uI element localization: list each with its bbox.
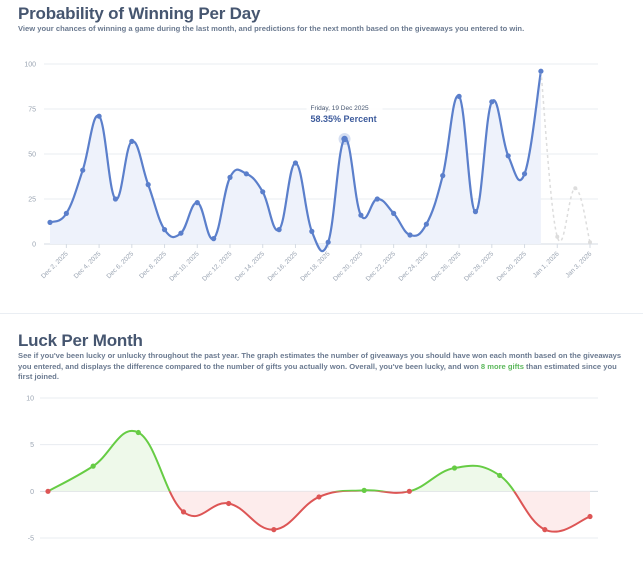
data-point [211,236,217,242]
data-point [489,99,495,105]
prediction-line [540,71,591,243]
luck-data-point [90,463,96,469]
data-point [63,210,69,216]
luck-data-point [497,472,503,479]
chart-title-luck: Luck Per Month [18,331,143,350]
data-point [292,160,299,166]
luck-y-tick-label: 0 [30,489,34,496]
data-point [472,209,479,215]
data-point [538,68,544,74]
data-point [276,227,282,233]
luck-y-tick-label: -5 [28,536,34,543]
luck-data-point [451,465,458,471]
luck-data-point [406,488,412,494]
y-tick-label: 75 [28,107,36,114]
data-point [391,210,397,216]
data-point [161,227,168,233]
data-point [521,171,528,177]
data-point [358,212,364,218]
section-divider [0,313,643,314]
tooltip-value: 58.35% Percent [311,114,377,124]
chart-title-probability: Probability of Winning Per Day [18,4,261,23]
luck-data-point [587,513,593,520]
data-point [374,196,380,202]
chart-description-probability: View your chances of winning a game duri… [18,24,525,33]
data-point [243,171,249,177]
luck-data-point [180,509,187,515]
data-point [96,113,102,119]
tooltip: Friday, 19 Dec 2025 58.35% Percent [306,101,383,127]
data-point [145,182,151,188]
luck-data-point [316,494,322,500]
luck-line-negative [48,491,591,533]
luck-data-point [361,487,367,493]
y-tick-label: 50 [28,152,36,159]
tooltip-date: Friday, 19 Dec 2025 [311,105,369,112]
data-point [456,93,462,99]
luck-data-point [271,527,277,533]
y-tick-label: 100 [24,62,36,69]
tooltip-box [306,101,383,127]
data-point [112,196,119,202]
prediction-point [588,240,592,245]
data-point [423,221,429,227]
luck-highlight-text: 8 more gifts [480,361,524,371]
data-point [407,232,413,238]
data-point [309,228,315,234]
data-point [325,239,331,245]
data-point [440,173,446,179]
prediction-point [555,234,560,239]
luck-data-point [226,500,232,507]
luck-description-end: than estimated since you first joined. [18,361,617,382]
data-point [227,174,233,180]
luck-data-point [542,527,548,533]
data-point [194,200,200,206]
y-tick-label: 25 [28,197,36,204]
probability-area [50,71,541,252]
luck-y-tick-label: 5 [30,442,34,449]
y-tick-label: 0 [32,242,36,249]
luck-y-tick-label: 10 [26,396,34,403]
hover-point [341,135,348,143]
data-point [129,138,135,144]
data-point [505,153,511,159]
luck-area-positive [48,430,590,492]
luck-data-point [135,429,141,436]
data-point [260,189,266,195]
luck-description-text: See if you've been lucky or unlucky thro… [18,351,622,371]
data-point [80,167,86,173]
data-point [47,219,53,225]
prediction-point [573,186,578,191]
luck-area-negative [169,491,590,532]
chart-description-luck: See if you've been lucky or unlucky thro… [18,351,630,383]
luck-data-point [45,488,51,494]
data-point [178,230,184,236]
